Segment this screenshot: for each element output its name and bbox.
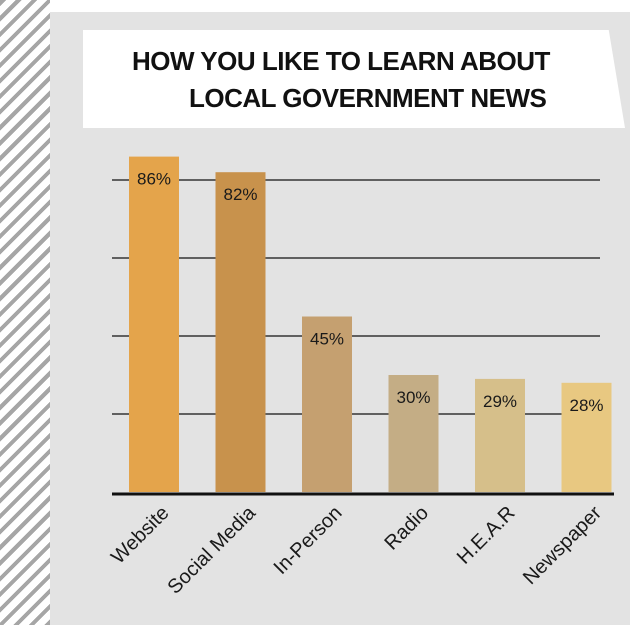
bar-social-media — [215, 172, 266, 492]
value-label: 30% — [396, 388, 430, 407]
bar-website — [129, 156, 179, 492]
chart-title-line-2: LOCAL GOVERNMENT NEWS — [189, 83, 547, 113]
category-label: Newspaper — [519, 502, 606, 589]
bar-in-person — [302, 316, 352, 492]
value-label: 45% — [310, 330, 344, 349]
title-banner — [83, 30, 625, 128]
value-label: 86% — [137, 170, 171, 189]
value-label: 82% — [223, 185, 257, 204]
striped-border — [0, 0, 50, 625]
category-label: Social Media — [164, 501, 261, 598]
category-label: H.E.A.R — [453, 502, 520, 569]
bar-newspaper — [561, 382, 612, 492]
category-label: In-Person — [270, 502, 347, 579]
category-label: Radio — [381, 502, 434, 555]
value-label: 28% — [569, 396, 603, 415]
bar-radio — [388, 375, 439, 492]
bar-h-e-a-r — [475, 378, 525, 492]
value-label: 29% — [483, 392, 517, 411]
category-label: Website — [107, 502, 173, 568]
chart-title-line-1: HOW YOU LIKE TO LEARN ABOUT — [132, 46, 550, 76]
